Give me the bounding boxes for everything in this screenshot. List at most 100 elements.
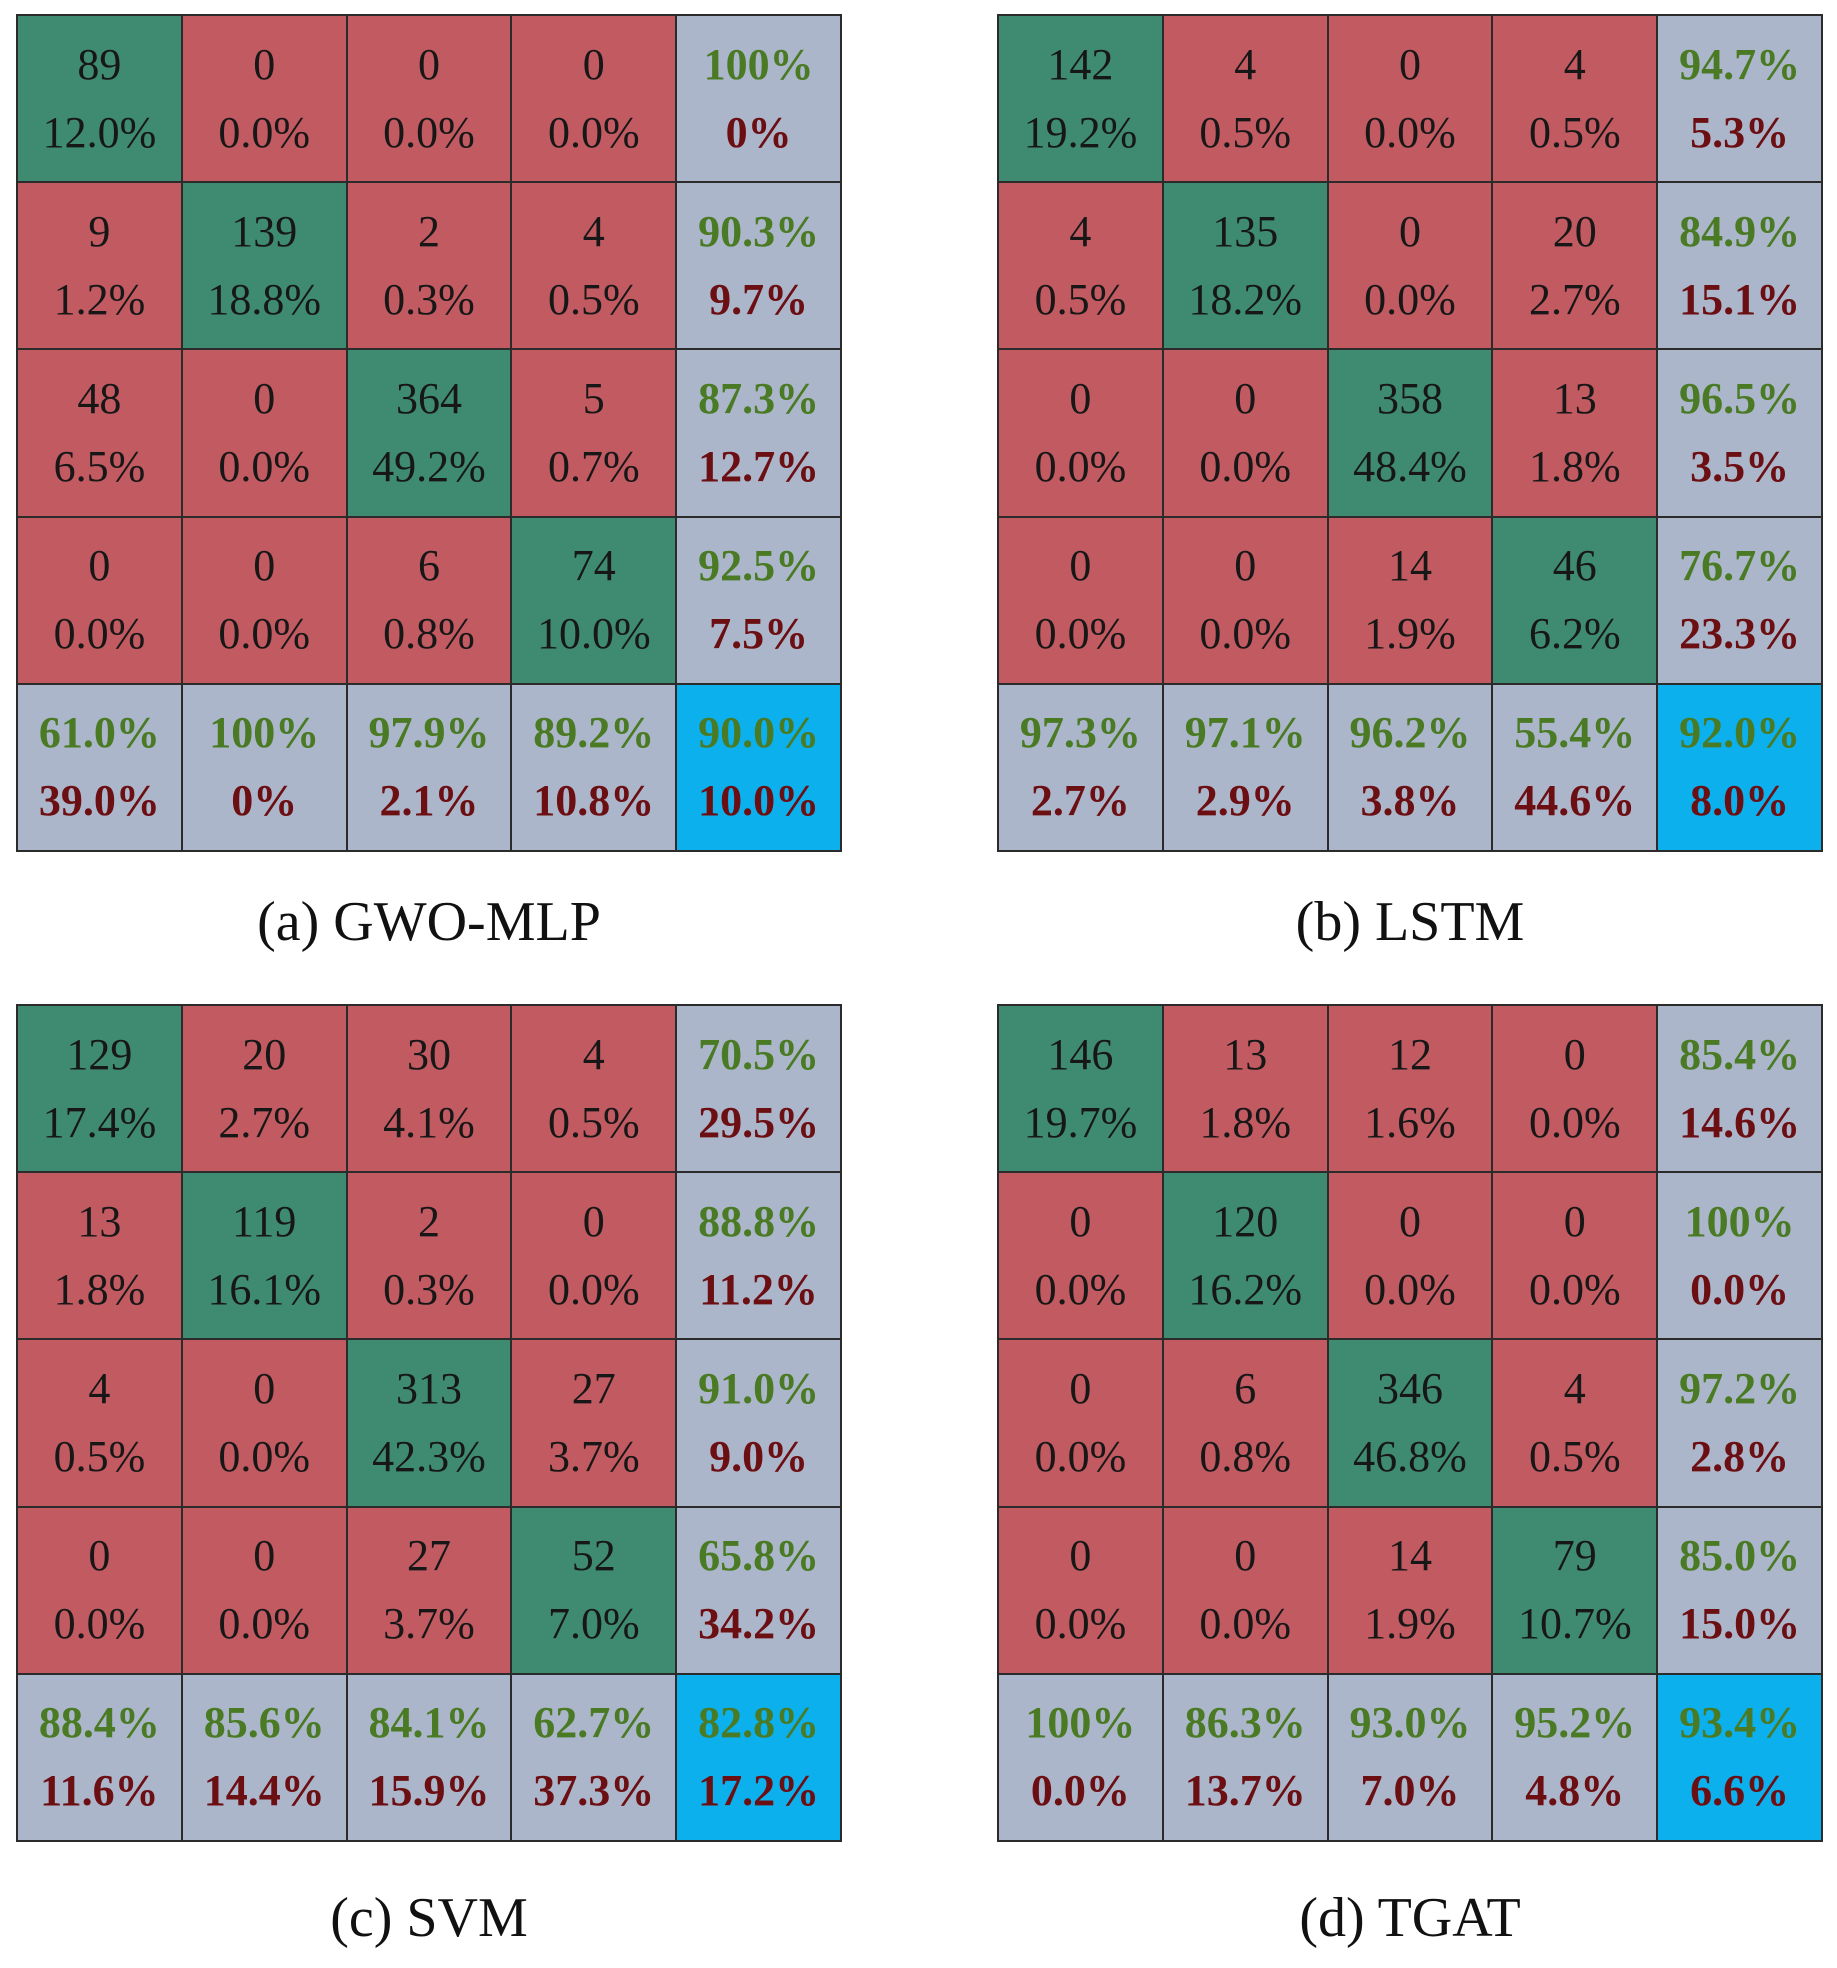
matrix-cell-percent: 1.9%: [1364, 1599, 1456, 1649]
row-summary-cell: 85.0% 15.0%: [1658, 1507, 1821, 1673]
matrix-cell-percent: 6.5%: [53, 441, 146, 491]
column-summary-cell: 95.2% 4.8%: [1493, 1674, 1657, 1840]
matrix-cell-percent: 0.0%: [1364, 107, 1456, 157]
matrix-cell: 346 46.8%: [1328, 1340, 1492, 1506]
row-summary-cell: 84.9% 15.1%: [1658, 183, 1821, 349]
matrix-cell-percent: 0.8%: [1199, 1431, 1292, 1481]
matrix-cell: 13 1.8%: [18, 1173, 181, 1339]
overall-accuracy-cell-value: 93.4%: [1679, 1698, 1801, 1748]
matrix-cell-value: 0: [1234, 541, 1257, 591]
matrix-cell-value: 12: [1387, 1029, 1432, 1079]
matrix-cell: 20 2.7%: [1493, 183, 1657, 349]
row-summary-cell: 90.3% 9.7%: [677, 183, 840, 349]
matrix-cell-value: 135: [1212, 206, 1279, 256]
matrix-cell: 27 3.7%: [347, 1507, 511, 1673]
matrix-cell-percent: 6.2%: [1528, 609, 1621, 659]
matrix-cell-value: 2: [417, 1196, 440, 1246]
matrix-cell-percent: 0.8%: [383, 609, 475, 659]
row-summary-cell-value: 94.7%: [1679, 39, 1801, 89]
column-summary-cell: 84.1% 15.9%: [347, 1674, 511, 1840]
matrix-cell-value: 27: [571, 1363, 616, 1413]
matrix-cell: 0 0.0%: [182, 1507, 346, 1673]
matrix-cell: 4 0.5%: [512, 183, 676, 349]
matrix-cell: 46 6.2%: [1493, 517, 1657, 683]
matrix-cell: 4 0.5%: [1493, 16, 1657, 182]
overall-accuracy-cell-percent: 6.6%: [1690, 1766, 1790, 1816]
matrix-cell-percent: 0.0%: [1199, 1599, 1292, 1649]
matrix-cell-percent: 0.0%: [1528, 1097, 1621, 1147]
column-summary-cell-percent: 4.8%: [1525, 1766, 1625, 1816]
matrix-cell-percent: 0.5%: [1034, 274, 1127, 324]
matrix-cell-value: 4: [1563, 39, 1586, 89]
matrix-cell-percent: 1.8%: [1528, 441, 1621, 491]
matrix-cell: 0 0.0%: [1493, 1006, 1657, 1172]
row-summary-cell: 91.0% 9.0%: [677, 1340, 840, 1506]
matrix-cell: 4 0.5%: [18, 1340, 181, 1506]
matrix-cell-value: 13: [77, 1196, 122, 1246]
matrix-cell: 89 12.0%: [18, 16, 181, 182]
matrix-cell-value: 142: [1047, 39, 1114, 89]
matrix-cell-value: 0: [88, 1531, 111, 1581]
matrix-cell: 4 0.5%: [1493, 1340, 1657, 1506]
matrix-cell: 79 10.7%: [1493, 1507, 1657, 1673]
matrix-cell: 0 0.0%: [1328, 16, 1492, 182]
matrix-cell-value: 0: [88, 541, 111, 591]
confusion-matrix-svm: 129 17.4% 20 2.7% 30 4.1% 4 0.5% 70.5% 29.5% 13 1.8…: [16, 1004, 842, 1842]
matrix-cell: 4 0.5%: [512, 1006, 676, 1172]
matrix-cell: 6 0.8%: [1163, 1340, 1327, 1506]
row-summary-cell-value: 85.4%: [1679, 1029, 1801, 1079]
matrix-cell-percent: 1.8%: [1199, 1097, 1292, 1147]
matrix-cell-percent: 0.0%: [1199, 441, 1292, 491]
matrix-cell: 6 0.8%: [347, 517, 511, 683]
row-summary-cell-value: 91.0%: [698, 1363, 820, 1413]
column-summary-cell-value: 55.4%: [1514, 708, 1636, 758]
row-summary-cell-percent: 5.3%: [1690, 107, 1790, 157]
row-summary-cell-percent: 34.2%: [698, 1599, 820, 1649]
row-summary-cell-value: 87.3%: [698, 373, 820, 423]
row-summary-cell-value: 65.8%: [698, 1531, 820, 1581]
row-summary-cell-value: 90.3%: [698, 206, 820, 256]
overall-accuracy-cell-value: 90.0%: [698, 708, 820, 758]
overall-accuracy-cell: 82.8% 17.2%: [677, 1674, 840, 1840]
matrix-cell-value: 358: [1376, 373, 1443, 423]
matrix-cell: 0 0.0%: [512, 16, 676, 182]
matrix-cell-value: 14: [1387, 1531, 1432, 1581]
matrix-cell-percent: 19.2%: [1023, 107, 1138, 157]
matrix-cell-percent: 49.2%: [372, 441, 486, 491]
matrix-cell-value: 0: [253, 541, 276, 591]
column-summary-cell-value: 89.2%: [533, 708, 655, 758]
matrix-cell-value: 4: [1069, 206, 1092, 256]
overall-accuracy-cell-value: 82.8%: [698, 1698, 820, 1748]
column-summary-cell: 100% 0%: [182, 684, 346, 850]
matrix-cell-value: 313: [395, 1363, 462, 1413]
matrix-cell-value: 4: [1563, 1363, 1586, 1413]
caption-gwo-mlp: (a) GWO-MLP: [257, 891, 601, 953]
column-summary-cell-percent: 2.7%: [1030, 776, 1130, 826]
matrix-cell-percent: 0.0%: [218, 107, 311, 157]
matrix-cell-percent: 16.2%: [1188, 1264, 1303, 1314]
matrix-cell-percent: 0.0%: [547, 1264, 640, 1314]
matrix-cell-percent: 0.0%: [53, 1599, 146, 1649]
matrix-cell-percent: 0.3%: [383, 274, 475, 324]
row-summary-cell-percent: 0.0%: [1690, 1264, 1790, 1314]
row-summary-cell-percent: 9.0%: [709, 1431, 809, 1481]
caption-svm: (c) SVM: [330, 1887, 528, 1949]
matrix-cell: 0 0.0%: [999, 517, 1162, 683]
column-summary-cell-percent: 0.0%: [1030, 1766, 1130, 1816]
column-summary-cell-percent: 14.4%: [203, 1766, 325, 1816]
matrix-cell-value: 0: [1234, 1531, 1257, 1581]
matrix-cell: 364 49.2%: [347, 350, 511, 516]
matrix-cell-value: 139: [231, 206, 298, 256]
row-summary-cell: 87.3% 12.7%: [677, 350, 840, 516]
matrix-cell-percent: 16.1%: [207, 1264, 322, 1314]
matrix-cell-percent: 10.7%: [1517, 1599, 1632, 1649]
matrix-cell: 0 0.0%: [512, 1173, 676, 1339]
column-summary-cell-percent: 44.6%: [1514, 776, 1636, 826]
matrix-cell-value: 0: [582, 39, 605, 89]
row-summary-cell-percent: 3.5%: [1690, 441, 1790, 491]
matrix-cell: 0 0.0%: [1163, 1507, 1327, 1673]
row-summary-cell-percent: 12.7%: [698, 441, 820, 491]
row-summary-cell: 70.5% 29.5%: [677, 1006, 840, 1172]
column-summary-cell: 89.2% 10.8%: [512, 684, 676, 850]
matrix-cell-percent: 0.0%: [1199, 609, 1292, 659]
